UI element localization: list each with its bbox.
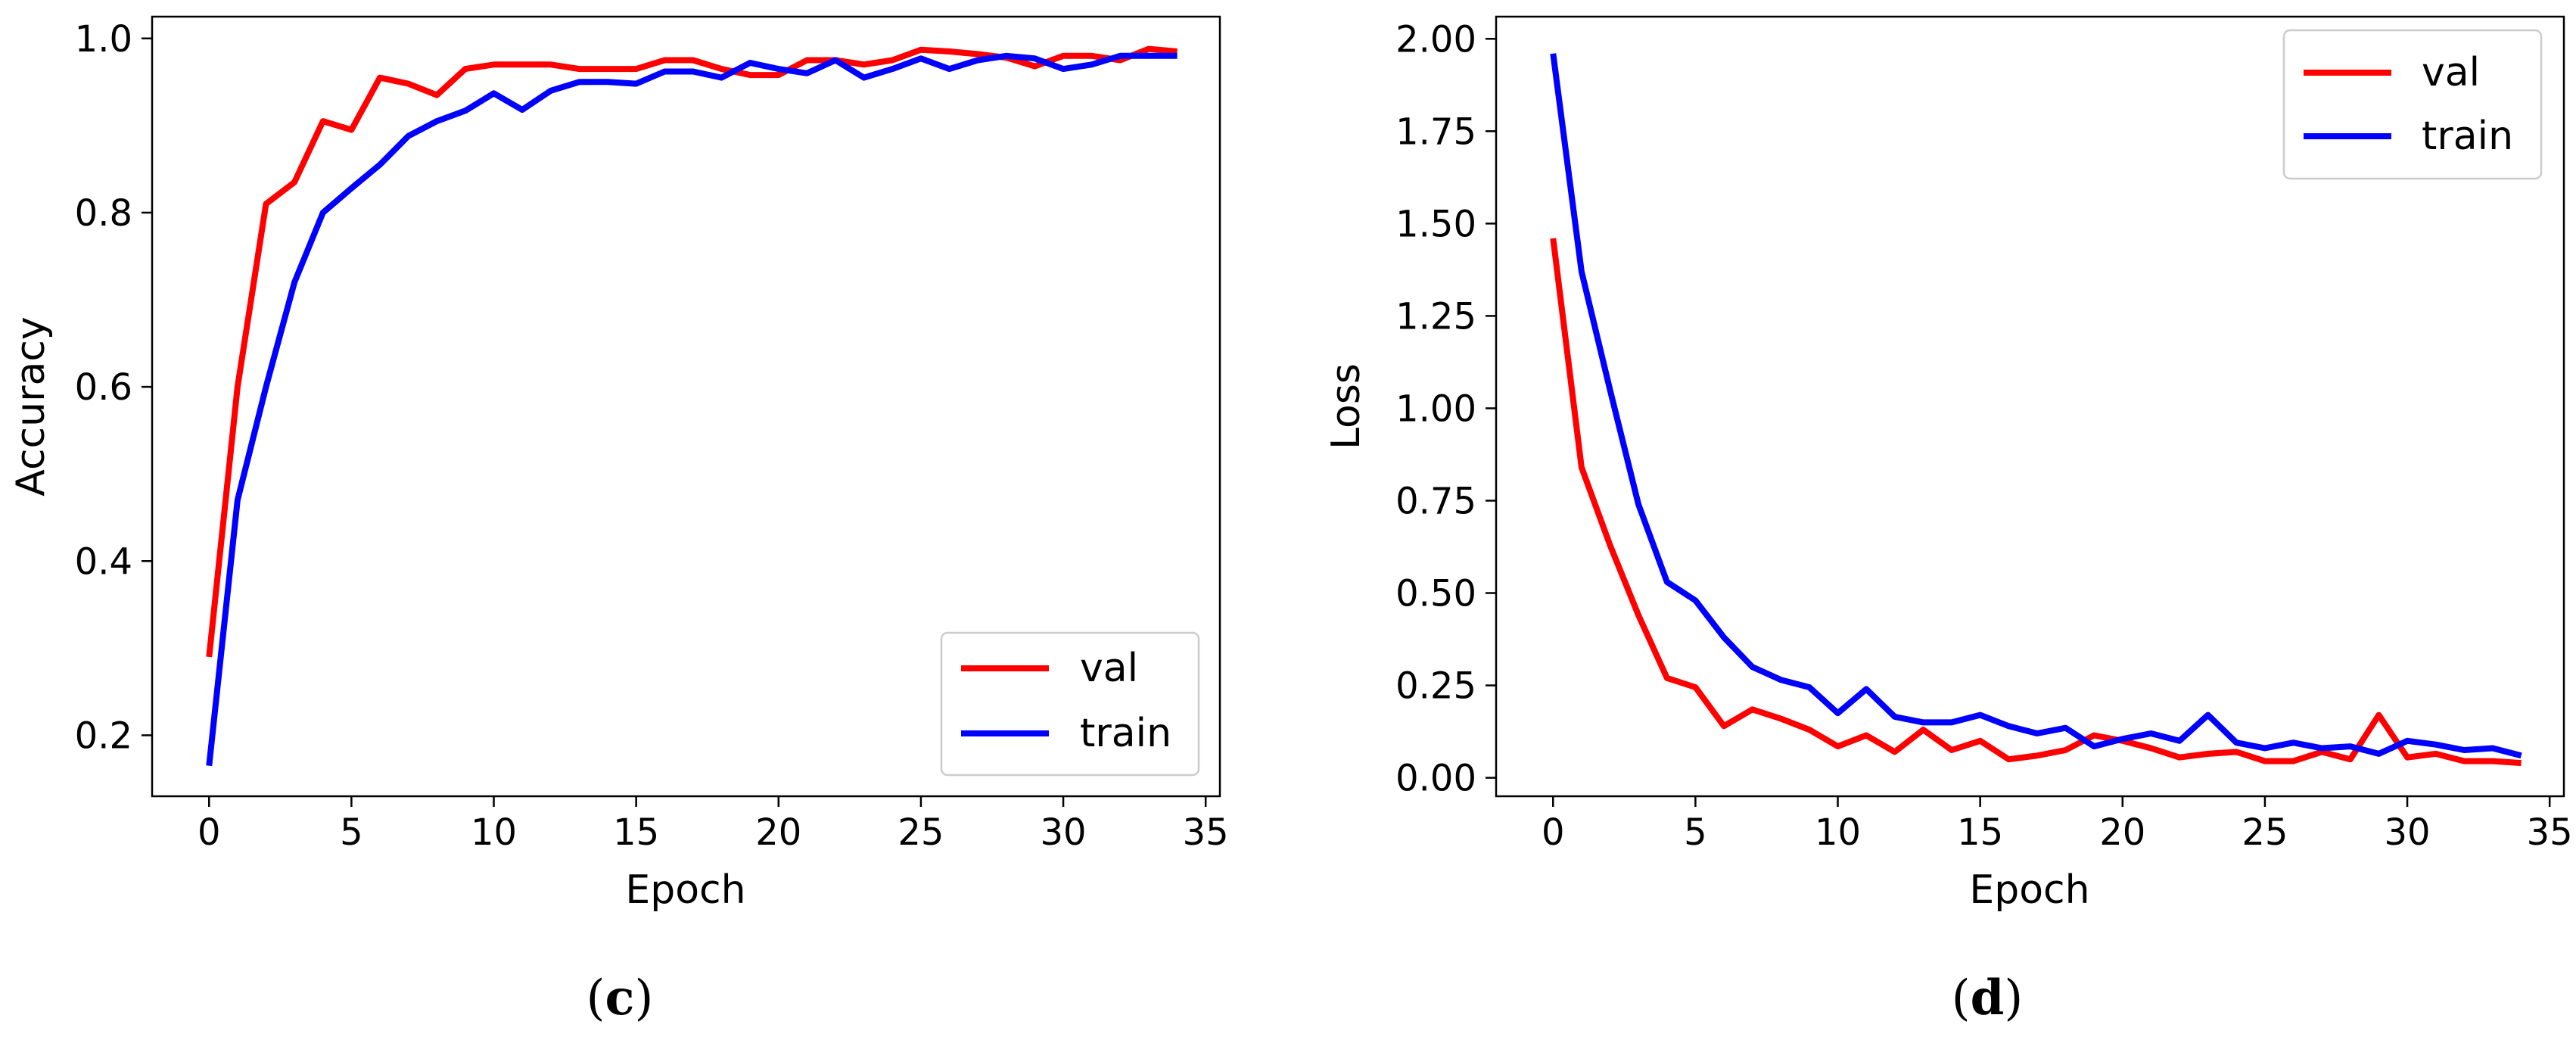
loss-x-axis-label: Epoch xyxy=(1969,867,2089,913)
accuracy-y-tick-label: 1.0 xyxy=(75,18,132,61)
accuracy-y-tick-label: 0.2 xyxy=(75,715,132,757)
loss-y-tick-label: 0.25 xyxy=(1395,665,1476,708)
loss-legend-train-label: train xyxy=(2422,114,2513,159)
loss-y-tick-label: 1.25 xyxy=(1395,295,1476,338)
loss-chart-panel: 0 5 10 15 20 25 30 35 0.00 0.25 0.50 0.75 1.00 1.25 1.… xyxy=(1324,15,2573,1026)
accuracy-legend-train-label: train xyxy=(1080,711,1171,756)
caption-c-letter: c xyxy=(605,970,635,1026)
loss-legend-val-label: val xyxy=(2422,50,2480,95)
loss-train-line xyxy=(1550,53,2522,759)
loss-plot-frame xyxy=(1495,15,2565,798)
accuracy-x-tick-label: 30 xyxy=(1041,811,1087,854)
accuracy-y-axis-label: Accuracy xyxy=(8,316,54,496)
loss-axis-ticks: 0 5 10 15 20 25 30 35 0.00 0.25 0.50 0.75 1.00 1.25 1.… xyxy=(1395,18,2573,854)
accuracy-plot-frame xyxy=(151,15,1221,798)
caption-c: (c) xyxy=(586,970,654,1026)
accuracy-train-line xyxy=(206,52,1178,767)
loss-val-line xyxy=(1550,238,2522,767)
accuracy-x-tick-label: 10 xyxy=(471,811,517,854)
accuracy-x-tick-label: 35 xyxy=(1183,811,1229,854)
accuracy-y-tick-label: 0.8 xyxy=(75,192,132,235)
loss-y-tick-label: 1.75 xyxy=(1395,111,1476,153)
loss-x-tick-label: 20 xyxy=(2099,811,2145,854)
loss-series-lines xyxy=(1550,53,2522,767)
accuracy-x-axis-label: Epoch xyxy=(625,867,745,913)
accuracy-x-tick-label: 0 xyxy=(198,811,221,854)
loss-y-tick-label: 1.50 xyxy=(1395,203,1476,245)
accuracy-axis-ticks: 0 5 10 15 20 25 30 35 0.2 0.4 0.6 0.8 1.0 xyxy=(75,18,1229,854)
accuracy-x-tick-label: 15 xyxy=(613,811,659,854)
loss-x-tick-label: 30 xyxy=(2385,811,2431,854)
loss-y-axis-label: Loss xyxy=(1324,363,1369,450)
loss-x-tick-label: 0 xyxy=(1542,811,1565,854)
loss-x-tick-label: 25 xyxy=(2242,811,2288,854)
accuracy-y-tick-label: 0.4 xyxy=(75,540,132,583)
loss-x-tick-label: 10 xyxy=(1815,811,1861,854)
accuracy-x-tick-label: 25 xyxy=(898,811,944,854)
caption-d-letter: d xyxy=(1971,970,2005,1026)
accuracy-x-tick-label: 5 xyxy=(340,811,363,854)
accuracy-val-line xyxy=(206,45,1178,658)
loss-x-tick-label: 5 xyxy=(1684,811,1707,854)
loss-y-tick-label: 0.00 xyxy=(1395,758,1476,800)
accuracy-legend-val-label: val xyxy=(1080,646,1138,691)
loss-x-tick-label: 15 xyxy=(1957,811,2003,854)
loss-legend: val train xyxy=(2282,29,2543,180)
loss-y-tick-label: 0.75 xyxy=(1395,480,1476,522)
accuracy-chart-panel: 0 5 10 15 20 25 30 35 0.2 0.4 0.6 0.8 1.0 Epoch Accu… xyxy=(8,15,1229,1026)
accuracy-y-tick-label: 0.6 xyxy=(75,366,132,409)
accuracy-legend: val train xyxy=(940,631,1200,777)
loss-x-tick-label: 35 xyxy=(2527,811,2573,854)
loss-legend-box xyxy=(2282,29,2543,180)
accuracy-x-tick-label: 20 xyxy=(755,811,801,854)
loss-y-tick-label: 1.00 xyxy=(1395,388,1476,430)
loss-y-tick-label: 2.00 xyxy=(1395,18,1476,61)
accuracy-series-lines xyxy=(206,45,1178,767)
caption-d: (d) xyxy=(1952,970,2024,1026)
loss-y-tick-label: 0.50 xyxy=(1395,573,1476,615)
